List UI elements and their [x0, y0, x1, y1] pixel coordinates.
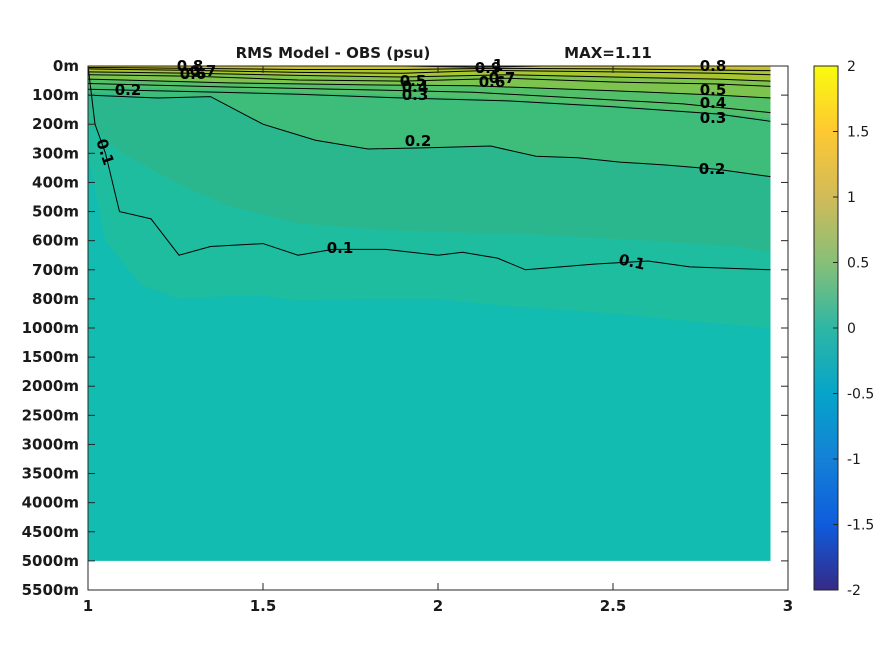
contour-label: 0.4 [402, 78, 429, 96]
contour-line [88, 74, 771, 87]
colorbar-tick-label: -1 [847, 452, 861, 468]
contour-label: 0.2 [405, 132, 432, 150]
contour-line [88, 78, 771, 99]
contour-line [88, 66, 771, 72]
chart-title: RMS Model - OBS (psu) [236, 44, 431, 62]
x-tick-label: 1 [83, 597, 93, 615]
contour-label: 0.6 [180, 65, 207, 83]
contour-label: 0.5 [700, 81, 727, 99]
y-tick-label: 400m [32, 173, 79, 191]
colorbar-tick-label: -2 [847, 583, 861, 599]
colorbar-tick-label: 2 [847, 59, 856, 75]
y-tick-label: 3000m [22, 435, 79, 453]
y-tick-label: 100m [32, 86, 79, 104]
contour-label: 0.2 [115, 81, 142, 99]
x-tick-label: 1.5 [250, 597, 277, 615]
y-tick-label: 600m [32, 232, 79, 250]
colorbar: 2 1.5 1 0.5 0 -0.5 -1 -1.5 -2 [813, 59, 874, 599]
colorbar-tick-label: 1 [847, 190, 856, 206]
y-tick-label: 5000m [22, 552, 79, 570]
contour-label: 0.6 [479, 73, 506, 91]
max-annotation: MAX=1.11 [564, 44, 652, 62]
x-tick-label: 2 [433, 597, 443, 615]
y-tick-label: 2000m [22, 377, 79, 395]
contour-line [88, 94, 771, 178]
contour-line [88, 66, 771, 271]
contour-line [88, 88, 771, 122]
filled-contours [88, 66, 771, 561]
contour-line [88, 82, 771, 114]
contour-label: 0.5 [400, 72, 427, 90]
contour-label: 0.4 [700, 94, 727, 112]
colorbar-tick-label: 1.5 [847, 125, 869, 141]
fill-surface [88, 66, 771, 69]
y-tick-label: 5500m [22, 581, 79, 599]
fill-band [88, 66, 771, 82]
y-tick-label: 4500m [22, 523, 79, 541]
x-axis-ticks: 1 1.5 2 2.5 3 [83, 66, 793, 615]
contour-lines [88, 66, 771, 271]
contour-label: 0.2 [699, 160, 726, 178]
y-tick-label: 300m [32, 144, 79, 162]
x-tick-label: 3 [783, 597, 793, 615]
contour-line [88, 68, 771, 76]
y-axis-ticks: 0m 100m 200m 300m 400m 500m 600m 700m 800m 1000m 1… [22, 57, 788, 599]
colorbar-tick-label: 0.5 [847, 256, 869, 272]
y-tick-label: 1000m [22, 319, 79, 337]
colorbar-gradient [813, 65, 839, 591]
y-tick-label: 1500m [22, 348, 79, 366]
colorbar-tick-label: -0.5 [847, 387, 874, 403]
y-tick-label: 800m [32, 290, 79, 308]
y-tick-label: 4000m [22, 494, 79, 512]
colorbar-ticks: 2 1.5 1 0.5 0 -0.5 -1 -1.5 -2 [833, 59, 874, 599]
y-tick-label: 0m [53, 57, 79, 75]
y-tick-label: 200m [32, 115, 79, 133]
contour-label: 0.3 [700, 109, 727, 127]
y-tick-label: 3500m [22, 465, 79, 483]
y-tick-label: 2500m [22, 406, 79, 424]
y-tick-label: 500m [32, 203, 79, 221]
y-tick-label: 700m [32, 261, 79, 279]
contour-label: 0.3 [402, 86, 429, 104]
contour-label: 0.7 [489, 69, 516, 87]
contour-label: 0.1 [327, 239, 354, 257]
contour-label: 1 [493, 56, 503, 74]
contour-label: 0.9 [475, 59, 502, 77]
colorbar-tick-label: -1.5 [847, 518, 874, 534]
axes: 1 1.5 2 2.5 3 0m 100m 200m 300m 400m 500m 600m 700m… [22, 57, 794, 615]
x-tick-label: 2.5 [600, 597, 627, 615]
contour-line [88, 71, 771, 82]
plot-area: 0.10.10.10.20.20.20.30.30.40.40.5 0.50.6 0… [88, 56, 788, 590]
contour-label: 0.1 [617, 250, 647, 273]
contour-labels: 0.10.10.10.20.20.20.30.30.40.40.5 0.50.6 0… [92, 56, 726, 274]
colorbar-tick-label: 0 [847, 321, 856, 337]
